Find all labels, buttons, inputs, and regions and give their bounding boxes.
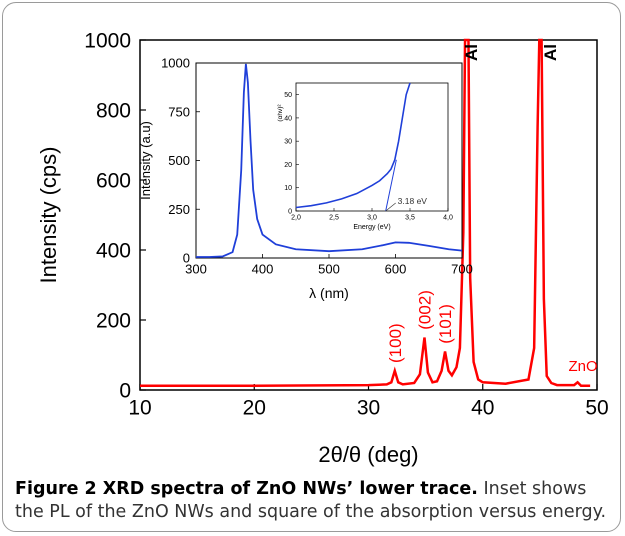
inset-pl-x-ticks: 300 400 500 600 700 <box>185 254 473 276</box>
absorption-linear-fit <box>385 159 397 212</box>
inset-absorption-y-axis-label: (αhν)² <box>277 104 284 122</box>
ab-x-tick-label: 2,5 <box>329 215 339 222</box>
main-y-tick-label: 600 <box>96 169 131 192</box>
miller-index-label: (100) <box>386 323 405 363</box>
al-peak-label: Al <box>541 44 560 61</box>
main-y-tick-label: 800 <box>96 99 131 122</box>
main-y-tick-label: 1000 <box>84 29 131 52</box>
bandgap-leader-line <box>385 202 396 212</box>
caption-label: Figure 2 XRD spectra of ZnO NWs’ lower t… <box>15 479 478 499</box>
inset-absorption-y-ticks: 0 10 20 30 40 50 <box>284 92 299 215</box>
caption-text: Inset shows the PL of the ZnO NWs and sq… <box>15 479 607 522</box>
main-x-tick-label: 50 <box>585 397 608 420</box>
pl-y-tick-label: 500 <box>168 153 190 168</box>
ab-y-tick-label: 10 <box>284 185 292 192</box>
ab-y-tick-label: 0 <box>288 208 292 215</box>
main-x-tick-label: 20 <box>243 397 266 420</box>
al-peak-label: Al <box>462 44 481 61</box>
pl-x-tick-label: 400 <box>252 261 274 276</box>
ab-x-tick-label: 3,5 <box>405 215 415 222</box>
pl-x-tick-label: 500 <box>318 261 340 276</box>
ab-x-tick-label: 2,0 <box>291 215 301 222</box>
ab-y-tick-label: 50 <box>284 92 292 99</box>
pl-x-tick-label: 700 <box>451 261 473 276</box>
main-y-axis-label: Intensity (cps) <box>36 147 61 284</box>
inset-absorption-chart: 0 10 20 30 40 50 2,0 2,5 3,0 3,5 4,0 3.18 eV (αhν… <box>277 82 453 231</box>
main-x-tick-label: 40 <box>471 397 494 420</box>
pl-y-tick-label: 750 <box>168 104 190 119</box>
absorption-curve <box>295 82 411 209</box>
main-y-ticks: 0 200 400 600 800 1000 <box>84 29 146 402</box>
ab-x-tick-label: 3,0 <box>367 215 377 222</box>
main-x-tick-label: 30 <box>357 397 380 420</box>
main-y-tick-label: 0 <box>119 379 131 402</box>
inset-absorption-x-axis-label: Energy (eV) <box>353 224 390 231</box>
xrd-peak-annotations: (100) (002) (101) Al Al ZnO <box>386 44 598 375</box>
main-x-tick-label: 10 <box>128 397 151 420</box>
pl-x-tick-label: 600 <box>385 261 407 276</box>
miller-index-label: (002) <box>415 290 434 330</box>
main-x-ticks: 10 20 30 40 50 <box>128 384 609 420</box>
pl-y-tick-label: 1000 <box>161 56 190 71</box>
main-x-axis-label: 2θ/θ (deg) <box>318 442 418 467</box>
inset-pl-y-ticks: 0 250 500 750 1000 <box>161 56 200 266</box>
main-y-tick-label: 400 <box>96 239 131 262</box>
miller-index-label: (101) <box>436 304 455 344</box>
figure-caption: Figure 2 XRD spectra of ZnO NWs’ lower t… <box>15 478 613 524</box>
ab-y-tick-label: 40 <box>284 115 292 122</box>
series-label: ZnO <box>568 358 597 375</box>
ab-y-tick-label: 30 <box>284 139 292 146</box>
inset-pl-x-axis-label: λ (nm) <box>309 285 349 301</box>
pl-spectrum-line <box>196 63 463 258</box>
xrd-spectrum-line <box>140 38 591 388</box>
ab-y-tick-label: 20 <box>284 162 292 169</box>
pl-y-tick-label: 0 <box>183 251 190 266</box>
pl-x-tick-label: 300 <box>185 261 207 276</box>
main-y-tick-label: 200 <box>96 309 131 332</box>
bandgap-label: 3.18 eV <box>398 196 428 206</box>
inset-absorption-x-ticks: 2,0 2,5 3,0 3,5 4,0 <box>291 208 453 222</box>
pl-y-tick-label: 250 <box>168 202 190 217</box>
inset-pl-y-axis-label: Intensity (a.u) <box>138 121 153 200</box>
ab-x-tick-label: 4,0 <box>443 215 453 222</box>
